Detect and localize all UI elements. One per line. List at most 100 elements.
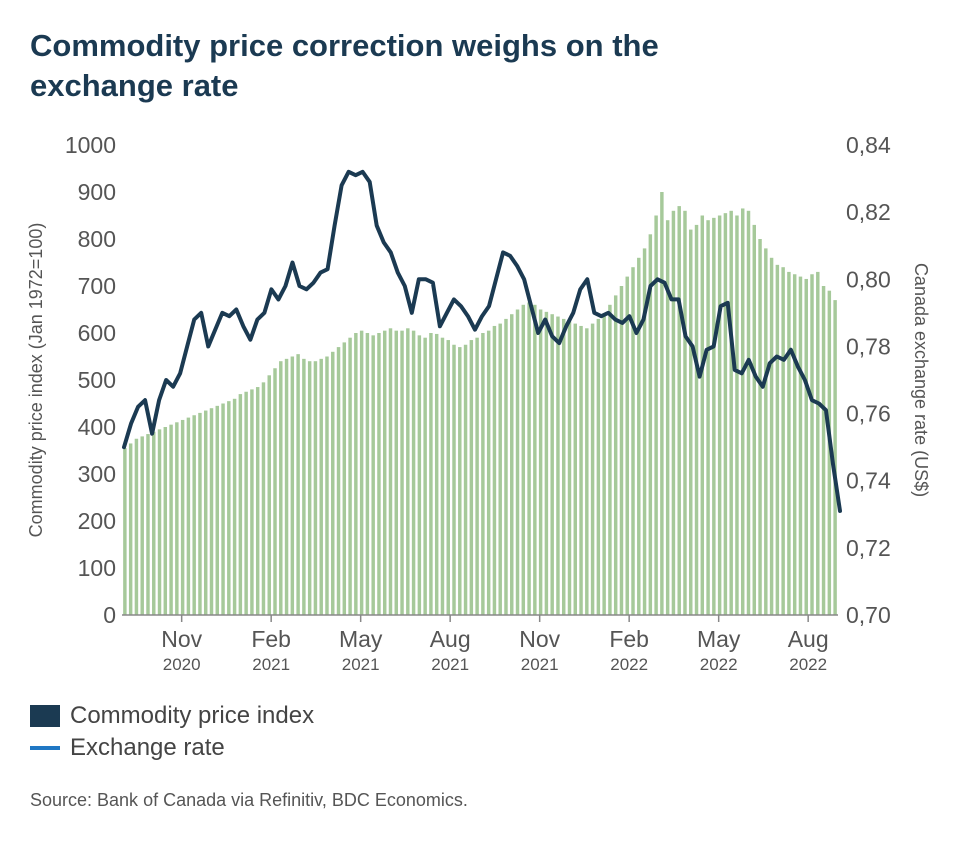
commodity-bar: [232, 398, 237, 615]
commodity-bar: [486, 330, 491, 615]
commodity-bar: [307, 361, 312, 615]
commodity-bar: [238, 394, 243, 615]
commodity-bar: [625, 276, 629, 615]
commodity-bar: [498, 323, 502, 615]
commodity-bar: [752, 224, 756, 615]
right-axis-title: Canada exchange rate (US$): [911, 263, 931, 497]
commodity-bar: [573, 323, 577, 615]
right-tick-label: 0,82: [846, 199, 891, 225]
right-tick-label: 0,78: [846, 333, 891, 359]
commodity-bar: [469, 340, 474, 615]
commodity-bar: [388, 328, 393, 615]
commodity-bar: [637, 257, 641, 615]
left-tick-label: 300: [78, 461, 116, 487]
commodity-bar: [660, 192, 664, 615]
commodity-bar: [787, 271, 791, 615]
x-tick-year: 2022: [610, 655, 648, 674]
commodity-bar: [764, 248, 768, 615]
commodity-bar: [723, 213, 728, 615]
commodity-bar: [434, 333, 439, 615]
right-tick-label: 0,76: [846, 401, 891, 427]
legend-item-exchange: Exchange rate: [30, 732, 314, 764]
commodity-bar: [365, 333, 370, 615]
commodity-bar: [463, 344, 468, 615]
commodity-bar: [481, 333, 485, 615]
commodity-bar: [642, 248, 647, 615]
commodity-bar: [521, 304, 526, 615]
commodity-bar: [123, 448, 127, 615]
legend: Commodity price index Exchange rate: [30, 700, 314, 764]
commodity-bar: [452, 344, 456, 615]
legend-swatch-bar: [30, 705, 60, 727]
commodity-bar: [781, 267, 785, 615]
commodity-bar: [261, 382, 266, 615]
commodity-bar: [273, 368, 277, 615]
commodity-bar: [671, 210, 676, 616]
commodity-bar: [198, 412, 202, 615]
commodity-bar: [394, 330, 398, 615]
commodity-bar: [221, 403, 225, 615]
commodity-bar: [677, 206, 681, 615]
left-tick-label: 900: [78, 179, 116, 205]
commodity-bar: [411, 330, 416, 615]
legend-swatch-line: [30, 746, 60, 750]
commodity-bar: [648, 234, 653, 616]
commodity-bar: [821, 286, 826, 615]
commodity-bar: [417, 335, 422, 615]
commodity-bar: [128, 443, 133, 615]
legend-label-commodity: Commodity price index: [70, 702, 315, 729]
commodity-bar: [556, 316, 560, 615]
commodity-bar: [827, 290, 832, 615]
commodity-bar: [492, 325, 497, 615]
commodity-bar: [319, 358, 323, 615]
commodity-bar: [244, 391, 248, 615]
commodity-bar: [689, 229, 693, 615]
commodity-bar: [735, 215, 739, 615]
source-note: Source: Bank of Canada via Refinitiv, BD…: [30, 790, 468, 810]
commodity-bar: [227, 401, 231, 615]
commodity-bar: [810, 274, 814, 615]
left-axis-title: Commodity price index (Jan 1972=100): [26, 223, 46, 538]
x-tick-month: Aug: [430, 626, 471, 652]
left-tick-label: 800: [78, 226, 116, 252]
commodity-bar: [440, 337, 445, 615]
chart-title: Commodity price correction weighs on the…: [30, 28, 659, 103]
commodity-bar: [579, 325, 583, 615]
commodity-bar: [163, 427, 168, 615]
commodity-bar: [619, 286, 624, 615]
commodity-bar: [475, 337, 479, 615]
commodity-bar: [290, 356, 295, 615]
commodity-bar: [596, 318, 601, 615]
x-tick-month: Feb: [609, 626, 649, 652]
commodity-bar: [209, 408, 214, 615]
commodity-bar: [510, 314, 514, 615]
commodity-bar: [279, 361, 283, 615]
commodity-bar: [377, 333, 381, 615]
commodity-bar: [706, 220, 710, 615]
right-tick-label: 0,72: [846, 535, 891, 561]
legend-item-commodity: Commodity price index: [30, 700, 314, 732]
commodity-bar: [458, 347, 462, 615]
left-tick-label: 600: [78, 320, 116, 346]
x-tick-year: 2022: [700, 655, 738, 674]
x-tick-month: Nov: [161, 626, 202, 652]
commodity-bar: [140, 436, 144, 615]
commodity-bar: [792, 274, 797, 615]
right-tick-label: 0,74: [846, 468, 891, 494]
commodity-bar: [613, 295, 618, 615]
commodity-bar: [602, 314, 606, 615]
commodity-bar: [527, 302, 531, 615]
commodity-bar: [296, 354, 300, 615]
commodity-bar: [382, 330, 387, 615]
commodity-bar: [694, 224, 699, 615]
x-tick-month: May: [697, 626, 741, 652]
commodity-bar: [665, 220, 670, 615]
right-axis-ticks: 0,70 0,72 0,74 0,76 0,78 0,80 0,82 0,84: [846, 132, 891, 628]
commodity-bar: [157, 429, 162, 615]
commodity-bar: [354, 333, 358, 615]
right-tick-label: 0,80: [846, 266, 891, 292]
left-tick-label: 200: [78, 508, 116, 534]
commodity-bar: [359, 330, 364, 615]
commodity-bar: [804, 278, 808, 615]
